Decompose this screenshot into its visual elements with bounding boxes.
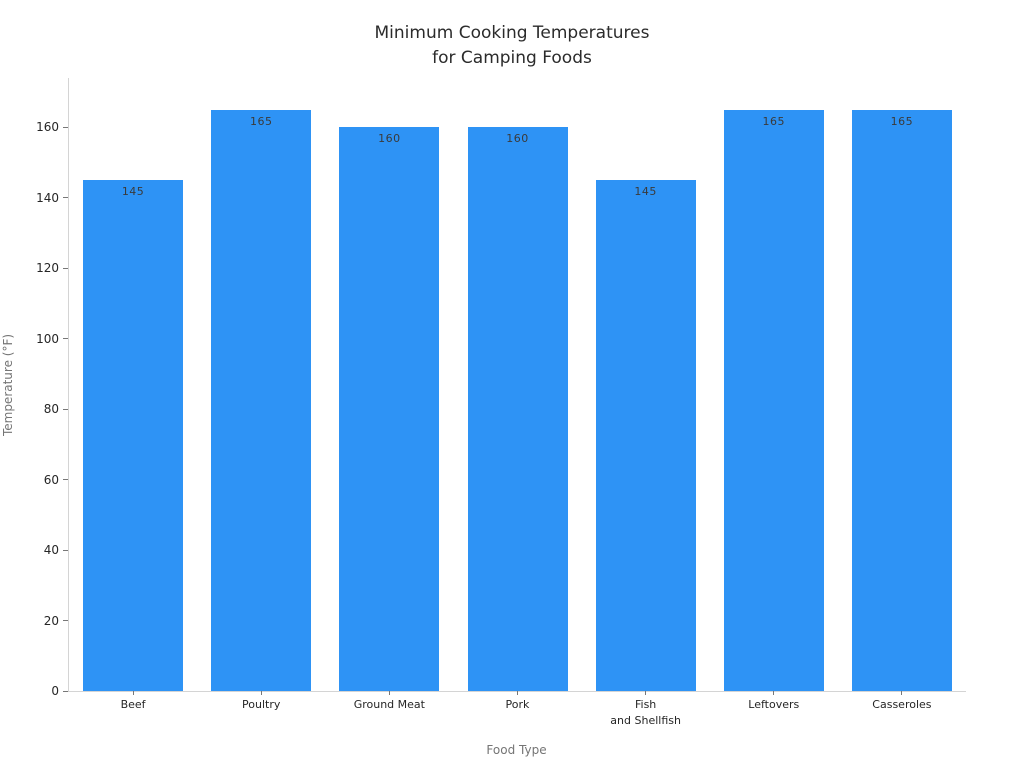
x-tick-label: Fish and Shellfish (610, 698, 681, 727)
y-tick-mark (63, 690, 68, 692)
bar-value-label: 165 (762, 114, 786, 128)
y-tick-label: 140 (36, 190, 59, 205)
bar-value-label: 160 (506, 132, 529, 146)
y-tick-mark (63, 126, 68, 128)
y-tick-mark (63, 338, 68, 340)
y-tick-mark (63, 549, 68, 551)
y-tick-label: 80 (43, 402, 59, 417)
y-tick-mark (63, 479, 68, 481)
bar-leftovers (723, 109, 824, 691)
x-tick-mark (260, 691, 262, 695)
x-tick-label: Leftovers (748, 698, 800, 711)
bar-value-label: 160 (378, 132, 401, 146)
x-tick-label: Ground Meat (353, 698, 425, 711)
bar-value-label: 145 (634, 185, 657, 199)
chart-title: Minimum Cooking Temperatures for Camping… (374, 23, 650, 68)
bar-value-label: 145 (121, 185, 145, 199)
y-tick-mark (63, 408, 68, 410)
bar-value-label: 165 (890, 114, 914, 128)
x-tick-label: Beef (120, 698, 146, 711)
x-tick-mark (773, 691, 775, 695)
bar-value-label: 165 (249, 114, 273, 128)
y-tick-label: 100 (36, 331, 59, 346)
y-tick-label: 60 (43, 472, 59, 487)
x-tick-label: Poultry (242, 698, 281, 711)
x-axis-title: Food Type (486, 743, 547, 757)
bar-casseroles (851, 109, 952, 691)
bar-poultry (211, 109, 312, 691)
y-axis-title: Temperature (°F) (1, 333, 15, 437)
bar-fish (595, 180, 696, 691)
y-tick-label: 40 (43, 543, 59, 558)
bar-pork (467, 127, 568, 691)
bar-beef (83, 180, 184, 691)
y-tick-label: 20 (43, 613, 59, 628)
x-tick-mark (517, 691, 518, 695)
x-tick-mark (645, 691, 647, 695)
y-tick-label: 0 (51, 684, 59, 698)
x-tick-mark (901, 691, 903, 695)
y-tick-label: 120 (36, 261, 59, 276)
x-tick-mark (132, 691, 134, 695)
x-tick-label: Casseroles (872, 698, 932, 711)
y-tick-mark (63, 620, 68, 622)
bar-ground-meat (339, 127, 440, 691)
y-tick-label: 160 (36, 120, 59, 135)
x-tick-mark (388, 691, 390, 695)
y-tick-mark (63, 267, 68, 269)
x-tick-label: Pork (505, 698, 530, 711)
y-tick-mark (63, 197, 68, 199)
plot-area: 0 20 40 60 80 100 120 140 160 145 Beef 165 Poultry 16… (36, 78, 966, 727)
